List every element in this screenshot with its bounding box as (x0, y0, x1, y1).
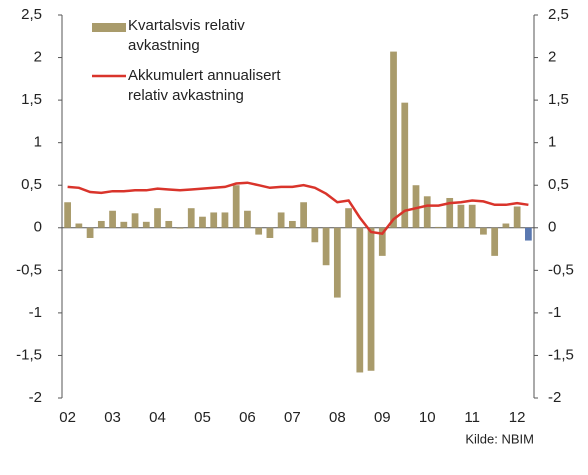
bar (525, 227, 532, 241)
source: Kilde: NBIM (465, 431, 534, 446)
bar (502, 223, 510, 228)
y-tick-label: 2 (34, 49, 42, 66)
bar (154, 208, 161, 228)
y2-tick-label: -0,5 (548, 261, 574, 278)
bar (401, 102, 409, 228)
y-tick-label: -1 (29, 304, 42, 321)
y-tick-label: -2 (29, 389, 42, 406)
x-tick-label: 11 (464, 409, 480, 426)
x-tick-label: 02 (59, 409, 76, 426)
bar (64, 202, 71, 228)
bar (109, 210, 116, 228)
y2-tick-label: -2 (548, 389, 561, 406)
bar (423, 196, 431, 228)
bar (187, 208, 195, 228)
bar (75, 223, 83, 228)
bar (176, 227, 184, 229)
y2-tick-label: 1,5 (548, 91, 569, 108)
x-tick-label: 08 (329, 409, 346, 426)
bar (232, 185, 240, 228)
x-tick-label: 12 (509, 409, 526, 426)
bar (513, 206, 521, 228)
bar (311, 227, 319, 243)
x-tick-label: 03 (104, 409, 121, 426)
y-tick-label: 0 (34, 219, 42, 236)
y-tick-label: 2,5 (21, 6, 42, 23)
bar (367, 227, 375, 371)
bar (468, 204, 476, 228)
bar (210, 212, 218, 228)
bar (120, 221, 128, 228)
legend-label: Kvartalsvis relativ avkastning (128, 17, 245, 54)
bar (221, 212, 229, 228)
y2-tick-label: -1,5 (548, 346, 574, 363)
x-tick-label: 09 (374, 409, 391, 426)
bar (289, 220, 296, 228)
bar (86, 227, 94, 238)
bar (277, 212, 285, 228)
bar (322, 227, 330, 266)
y-tick-label: 1 (34, 134, 42, 151)
y2-tick-label: 1 (548, 134, 556, 151)
bar (446, 197, 454, 228)
bar (142, 221, 150, 228)
bar (97, 220, 105, 228)
bar (266, 227, 274, 238)
y2-tick-label: 2 (548, 49, 556, 66)
legend-label: Akkumulert annualisert relativ avkastnin… (128, 67, 281, 104)
bar (255, 227, 263, 235)
bar (457, 204, 465, 228)
y2-tick-label: -1 (548, 304, 561, 321)
x-tick-label: 07 (284, 409, 301, 426)
bar (378, 227, 386, 256)
bar (435, 226, 442, 228)
x-tick-label: 04 (149, 409, 166, 426)
y-tick-label: 0,5 (21, 176, 42, 193)
bar (491, 227, 499, 256)
x-tick-label: 05 (194, 409, 211, 426)
bar (390, 51, 397, 228)
y2-tick-label: 2,5 (548, 6, 569, 23)
bar (300, 202, 307, 228)
y2-tick-label: 0 (548, 219, 556, 236)
legend-swatch (92, 23, 126, 32)
bar (480, 227, 487, 235)
bar (165, 220, 173, 228)
line (67, 181, 529, 236)
y-tick-label: 1,5 (21, 91, 42, 108)
bar (131, 213, 139, 228)
x-tick-label: 10 (419, 409, 436, 426)
bar (333, 227, 341, 298)
bar (356, 227, 364, 373)
bar (199, 216, 206, 228)
y2-tick-label: 0,5 (548, 176, 569, 193)
bar (345, 208, 352, 228)
bar (244, 210, 251, 228)
bar (412, 185, 420, 228)
y-tick-label: -0,5 (16, 261, 42, 278)
y-tick-label: -1,5 (16, 346, 42, 363)
x-tick-label: 06 (239, 409, 256, 426)
